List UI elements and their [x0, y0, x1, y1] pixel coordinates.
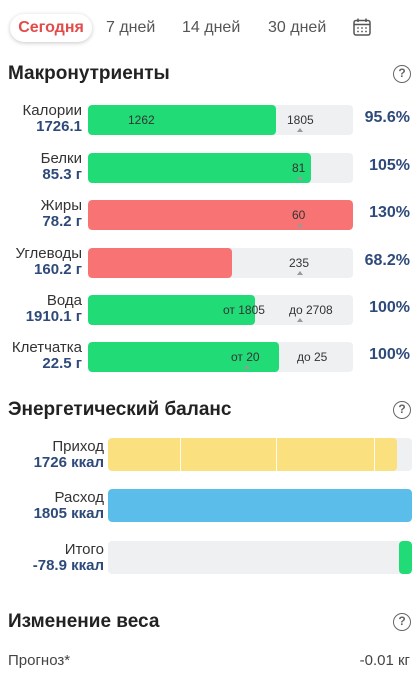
macro-name: Калории	[22, 102, 82, 119]
macro-value: 22.5 г	[42, 355, 82, 372]
energy-name: Итого	[64, 541, 104, 558]
energy-title: Энергетический баланс	[8, 399, 232, 420]
macro-row: Углеводы 160.2 г 235 68.2%	[0, 243, 420, 283]
macro-value: 78.2 г	[42, 213, 82, 230]
bar-target-label: 235	[289, 256, 310, 270]
tab-today[interactable]: Сегодня	[10, 14, 92, 42]
meal-segment-divider	[180, 438, 181, 471]
bar-target-label: до 2708	[289, 303, 333, 317]
target-marker	[297, 128, 303, 132]
macro-progress-bar: 60	[88, 200, 353, 230]
calendar-icon[interactable]	[352, 17, 372, 37]
macro-progress-fill	[88, 153, 311, 183]
macro-progress-fill	[88, 105, 276, 135]
target-marker	[297, 176, 303, 180]
macro-progress-bar: от 20 до 25	[88, 342, 353, 372]
weight-forecast-row: Прогноз* -0.01 кг	[0, 650, 420, 674]
macro-value: 85.3 г	[42, 166, 82, 183]
tab-7-days[interactable]: 7 дней	[106, 19, 156, 36]
macro-name: Углеводы	[15, 245, 82, 262]
energy-value: 1726 ккал	[33, 454, 104, 471]
target-marker	[297, 223, 303, 227]
macro-progress-bar: 235	[88, 248, 353, 278]
macro-progress-fill	[88, 248, 232, 278]
target-marker	[244, 365, 250, 369]
weight-title: Изменение веса	[8, 611, 160, 632]
tab-14-days[interactable]: 14 дней	[182, 19, 241, 36]
energy-name: Расход	[54, 489, 104, 506]
energy-bar	[108, 541, 412, 574]
energy-bar-fill	[399, 541, 412, 574]
bar-target-label: 1262	[128, 113, 155, 127]
bar-target-label: 60	[292, 208, 306, 222]
macro-progress-fill	[88, 295, 255, 325]
macro-row: Калории 1726.1 1262 1805 95.6%	[0, 100, 420, 140]
meal-segment-divider	[374, 438, 375, 471]
macro-name: Жиры	[40, 197, 82, 214]
energy-row: Приход 1726 ккал	[0, 436, 420, 476]
macro-percent: 130%	[369, 204, 410, 221]
help-circle-icon[interactable]: ?	[393, 613, 411, 631]
forecast-value: -0.01 кг	[359, 652, 410, 669]
meal-segment-divider	[276, 438, 277, 471]
macro-row: Вода 1910.1 г от 1805 до 2708 100%	[0, 290, 420, 330]
energy-bar	[108, 489, 412, 522]
macro-name: Белки	[40, 150, 82, 167]
energy-value: 1805 ккал	[33, 505, 104, 522]
macro-percent: 105%	[369, 157, 410, 174]
macro-percent: 68.2%	[364, 252, 410, 269]
macro-name: Вода	[46, 292, 82, 309]
macro-value: 160.2 г	[34, 261, 82, 278]
macro-progress-bar: от 1805 до 2708	[88, 295, 353, 325]
energy-row: Итого -78.9 ккал	[0, 539, 420, 579]
macro-progress-fill	[88, 200, 353, 230]
macro-percent: 100%	[369, 299, 410, 316]
macro-progress-bar: 81	[88, 153, 353, 183]
energy-value: -78.9 ккал	[32, 557, 104, 574]
macro-name: Клетчатка	[11, 339, 82, 356]
macro-value: 1910.1 г	[25, 308, 82, 325]
macro-row: Клетчатка 22.5 г от 20 до 25 100%	[0, 337, 420, 377]
bar-target-label: 1805	[287, 113, 314, 127]
macro-percent: 100%	[369, 346, 410, 363]
macro-percent: 95.6%	[364, 109, 410, 126]
tab-30-days[interactable]: 30 дней	[268, 19, 327, 36]
macro-value: 1726.1	[36, 118, 82, 135]
period-tabs: Сегодня 7 дней 14 дней 30 дней	[0, 0, 420, 54]
help-circle-icon[interactable]: ?	[393, 65, 411, 83]
macro-row: Жиры 78.2 г 60 130%	[0, 195, 420, 235]
energy-bar	[108, 438, 412, 471]
energy-row: Расход 1805 ккал	[0, 487, 420, 527]
energy-name: Приход	[52, 438, 104, 455]
macro-progress-bar: 1262 1805	[88, 105, 353, 135]
forecast-label: Прогноз*	[8, 652, 71, 669]
bar-target-label: 81	[292, 161, 306, 175]
target-marker	[297, 271, 303, 275]
bar-target-label: до 25	[297, 350, 328, 364]
energy-bar-fill	[108, 438, 397, 471]
macro-row: Белки 85.3 г 81 105%	[0, 148, 420, 188]
energy-bar-fill	[108, 489, 412, 522]
bar-target-label: от 20	[231, 350, 260, 364]
target-marker	[297, 318, 303, 322]
bar-target-label: от 1805	[223, 303, 265, 317]
help-circle-icon[interactable]: ?	[393, 401, 411, 419]
macros-title: Макронутриенты	[8, 63, 170, 84]
